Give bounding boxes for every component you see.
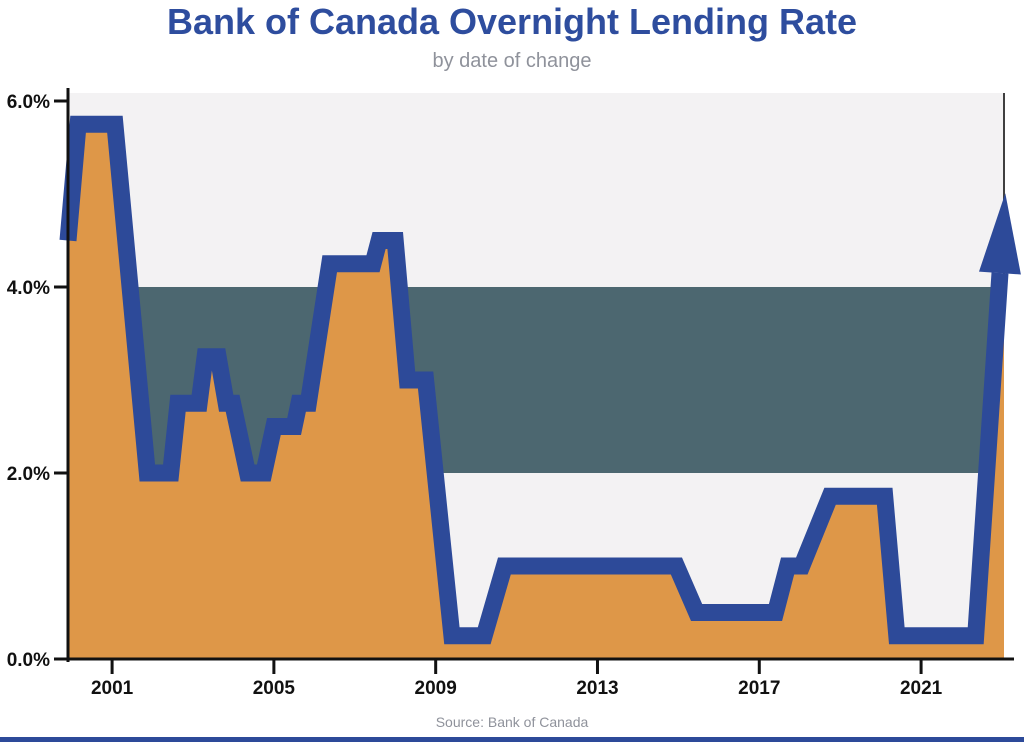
background-band xyxy=(68,93,1004,287)
x-axis-tick-label: 2001 xyxy=(91,678,134,699)
y-axis-tick-label: 2.0% xyxy=(7,464,50,485)
chart-title: Bank of Canada Overnight Lending Rate xyxy=(166,1,858,42)
x-axis-tick-label: 2021 xyxy=(900,678,943,699)
rate-line xyxy=(59,115,1009,645)
x-axis-tick-label: 2013 xyxy=(576,678,618,699)
y-axis-tick-label: 0.0% xyxy=(7,650,50,671)
chart-subtitle: by date of change xyxy=(432,50,592,72)
bottom-accent-bar xyxy=(0,737,1024,742)
y-axis-tick-label: 4.0% xyxy=(7,278,50,299)
source-caption: Source: Bank of Canada xyxy=(435,714,589,730)
x-axis-tick-label: 2017 xyxy=(738,678,780,699)
x-axis-tick-label: 2009 xyxy=(415,678,457,699)
y-axis-tick-label: 6.0% xyxy=(7,92,50,113)
area-fill xyxy=(68,124,1004,659)
trend-arrow-head xyxy=(979,193,1021,275)
x-axis-tick-label: 2005 xyxy=(253,678,296,699)
